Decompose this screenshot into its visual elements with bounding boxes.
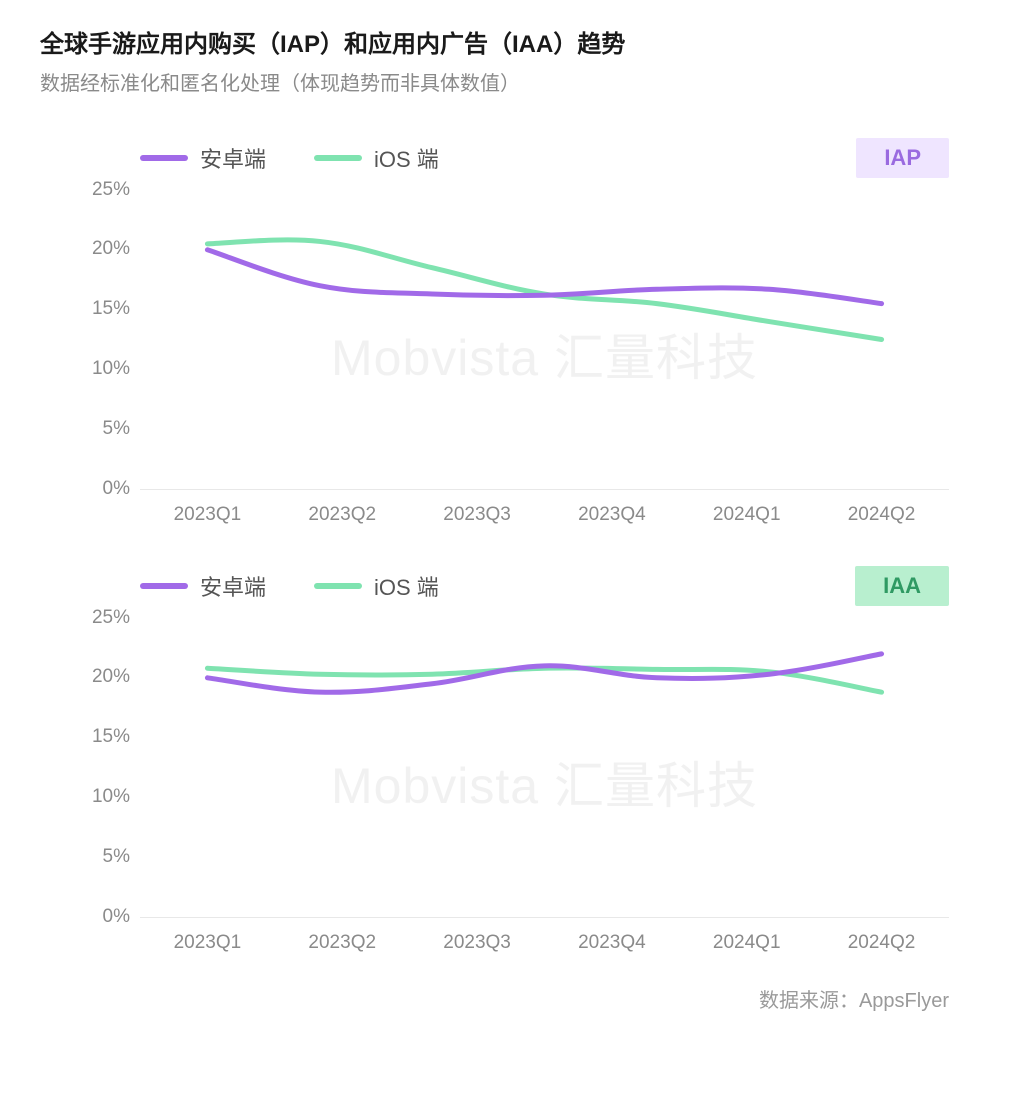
x-tick-label: 2024Q2: [814, 504, 949, 526]
page-title: 全球手游应用内购买（IAP）和应用内广告（IAA）趋势: [40, 28, 989, 62]
legend-label: iOS 端: [374, 142, 439, 174]
y-tick-label: 25%: [70, 179, 130, 201]
legend-row: 安卓端 iOS 端 IAP: [40, 138, 989, 178]
x-axis: 2023Q12023Q22023Q32023Q42024Q12024Q2: [140, 504, 949, 526]
x-tick-label: 2023Q3: [410, 932, 545, 954]
x-tick-label: 2024Q2: [814, 932, 949, 954]
legend-swatch: [140, 583, 188, 589]
plot: 25%20%15%10%5%0%Mobvista 汇量科技: [140, 618, 949, 918]
page: 全球手游应用内购买（IAP）和应用内广告（IAA）趋势 数据经标准化和匿名化处理…: [0, 0, 1029, 1043]
y-tick-label: 5%: [70, 846, 130, 868]
legend-label: iOS 端: [374, 570, 439, 602]
data-source: 数据来源：AppsFlyer: [40, 984, 989, 1013]
chart-badge-iaa: IAA: [855, 566, 949, 606]
legend-item-ios: iOS 端: [314, 570, 439, 602]
x-tick-label: 2024Q1: [679, 932, 814, 954]
plot: 25%20%15%10%5%0%Mobvista 汇量科技: [140, 190, 949, 490]
chart-svg: [140, 190, 949, 489]
charts-container: 安卓端 iOS 端 IAP 25%20%15%10%5%0%Mobvista 汇量科技…: [40, 138, 989, 954]
y-tick-label: 15%: [70, 726, 130, 748]
x-tick-label: 2023Q3: [410, 504, 545, 526]
legend-label: 安卓端: [200, 570, 266, 602]
y-tick-label: 15%: [70, 298, 130, 320]
legend-swatch: [314, 583, 362, 589]
legend-swatch: [140, 155, 188, 161]
x-tick-label: 2023Q2: [275, 504, 410, 526]
x-tick-label: 2023Q4: [544, 504, 679, 526]
y-tick-label: 10%: [70, 786, 130, 808]
x-tick-label: 2023Q4: [544, 932, 679, 954]
legend-item-android: 安卓端: [140, 142, 266, 174]
chart-area: 25%20%15%10%5%0%Mobvista 汇量科技2023Q12023Q…: [40, 618, 989, 954]
y-tick-label: 20%: [70, 238, 130, 260]
chart-badge-iap: IAP: [856, 138, 949, 178]
y-tick-label: 10%: [70, 358, 130, 380]
series-line-android: [207, 249, 881, 303]
chart-svg: [140, 618, 949, 917]
legend-item-ios: iOS 端: [314, 142, 439, 174]
y-tick-label: 0%: [70, 906, 130, 928]
legend-swatch: [314, 155, 362, 161]
chart-iap: 安卓端 iOS 端 IAP 25%20%15%10%5%0%Mobvista 汇量科技…: [40, 138, 989, 526]
y-tick-label: 5%: [70, 418, 130, 440]
x-tick-label: 2024Q1: [679, 504, 814, 526]
chart-iaa: 安卓端 iOS 端 IAA 25%20%15%10%5%0%Mobvista 汇量科技…: [40, 566, 989, 954]
x-tick-label: 2023Q1: [140, 932, 275, 954]
x-tick-label: 2023Q1: [140, 504, 275, 526]
chart-area: 25%20%15%10%5%0%Mobvista 汇量科技2023Q12023Q…: [40, 190, 989, 526]
legend-label: 安卓端: [200, 142, 266, 174]
y-tick-label: 25%: [70, 607, 130, 629]
legend-row: 安卓端 iOS 端 IAA: [40, 566, 989, 606]
x-tick-label: 2023Q2: [275, 932, 410, 954]
legend-item-android: 安卓端: [140, 570, 266, 602]
page-subtitle: 数据经标准化和匿名化处理（体现趋势而非具体数值）: [40, 70, 989, 98]
x-axis: 2023Q12023Q22023Q32023Q42024Q12024Q2: [140, 932, 949, 954]
y-tick-label: 0%: [70, 478, 130, 500]
y-tick-label: 20%: [70, 666, 130, 688]
